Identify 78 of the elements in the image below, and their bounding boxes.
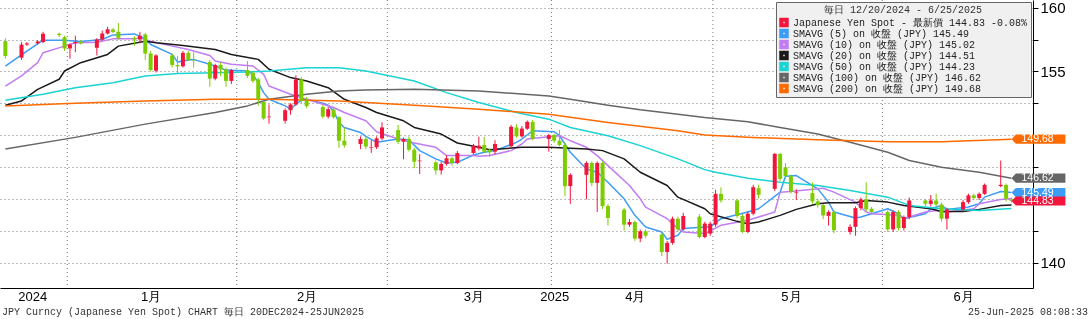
- candlestick: [810, 181, 815, 205]
- legend-label: SMAVG (10) on 收盤 (JPY) 145.02: [793, 38, 976, 51]
- candlestick: [396, 124, 401, 145]
- candlestick: [207, 59, 212, 88]
- candlestick: [713, 189, 718, 228]
- candlestick: [697, 213, 702, 239]
- candlestick: [735, 198, 740, 219]
- candlestick: [864, 181, 869, 213]
- y-tick-label: 160: [1040, 0, 1066, 17]
- legend-label: Japanese Yen Spot - 最新價 144.83 -0.08%: [793, 16, 1028, 29]
- legend-label: SMAVG (200) on 收盤 (JPY) 149.68: [793, 82, 982, 95]
- candlestick: [223, 67, 228, 88]
- candlestick: [632, 219, 637, 242]
- candlestick: [584, 160, 589, 200]
- candlestick: [939, 202, 944, 223]
- x-tick-label: 2024: [18, 288, 48, 304]
- candlestick: [137, 31, 142, 44]
- candlestick: [885, 209, 890, 233]
- candlestick: [751, 184, 756, 216]
- x-tick-label: 3月: [463, 288, 485, 304]
- candlestick: [848, 223, 853, 235]
- candlestick: [589, 160, 594, 187]
- candlestick: [740, 213, 745, 234]
- candlestick: [568, 172, 573, 205]
- candlestick: [605, 203, 610, 227]
- x-tick-label: 4月: [625, 288, 646, 304]
- legend-label: SMAVG (5) on 收盤 (JPY) 145.49: [793, 27, 970, 40]
- y-tick-label: 155: [1040, 62, 1066, 80]
- legend-label: SMAVG (20) on 收盤 (JPY) 144.51: [793, 49, 976, 62]
- annotation: 149.68: [1021, 132, 1054, 145]
- candlestick: [261, 100, 266, 121]
- candlestick: [519, 125, 524, 139]
- y-tick-label: 140: [1040, 254, 1066, 272]
- candlestick: [509, 124, 514, 149]
- candlestick: [907, 197, 912, 220]
- candlestick: [670, 216, 675, 246]
- candlestick: [148, 50, 153, 72]
- candlestick: [600, 160, 605, 210]
- candlestick: [336, 115, 341, 149]
- candlestick: [745, 211, 750, 234]
- x-tick-label: 1月: [141, 288, 162, 304]
- candlestick: [622, 207, 627, 232]
- candlestick: [788, 174, 793, 195]
- candlestick: [853, 205, 858, 237]
- legend-label: SMAVG (50) on 收盤 (JPY) 144.23: [793, 60, 976, 73]
- candlestick: [143, 32, 148, 61]
- x-tick-label: 2月: [297, 288, 318, 304]
- candlestick: [530, 119, 535, 141]
- candlestick: [595, 160, 600, 213]
- candlestick: [831, 209, 836, 234]
- candlestick: [891, 209, 896, 233]
- candlestick: [24, 41, 29, 47]
- candlestick: [778, 152, 783, 182]
- candlestick: [154, 53, 159, 74]
- candlestick: [961, 199, 966, 213]
- text: JPY Curncy (Japanese Yen Spot) CHART 毎日 20DEC2024-25JUN2025: [2, 306, 365, 318]
- candlestick: [896, 209, 901, 232]
- candlestick: [772, 152, 777, 192]
- candlestick: [369, 139, 374, 154]
- candlestick: [944, 207, 949, 230]
- candlestick: [659, 232, 664, 257]
- annotation: 146.62: [1021, 171, 1054, 184]
- legend-label: SMAVG (100) on 收盤 (JPY) 146.62: [793, 71, 982, 84]
- x-tick-label: 2025: [540, 288, 570, 304]
- candlestick: [794, 188, 799, 201]
- candlestick: [299, 76, 304, 104]
- x-tick-label: 6月: [953, 288, 974, 304]
- candlestick: [412, 147, 417, 169]
- x-tick-label: 5月: [781, 288, 802, 304]
- annotation: 145.49: [1021, 185, 1054, 198]
- text: 25-Jun-2025 08:08:33: [967, 307, 1088, 318]
- legend-title: 毎日 12/20/2024 - 6/25/2025: [823, 4, 983, 16]
- candlestick: [665, 240, 670, 265]
- candlestick: [562, 142, 567, 197]
- candlestick: [293, 74, 298, 107]
- candlestick: [3, 37, 8, 60]
- candlestick: [401, 137, 406, 160]
- candlestick: [191, 51, 196, 69]
